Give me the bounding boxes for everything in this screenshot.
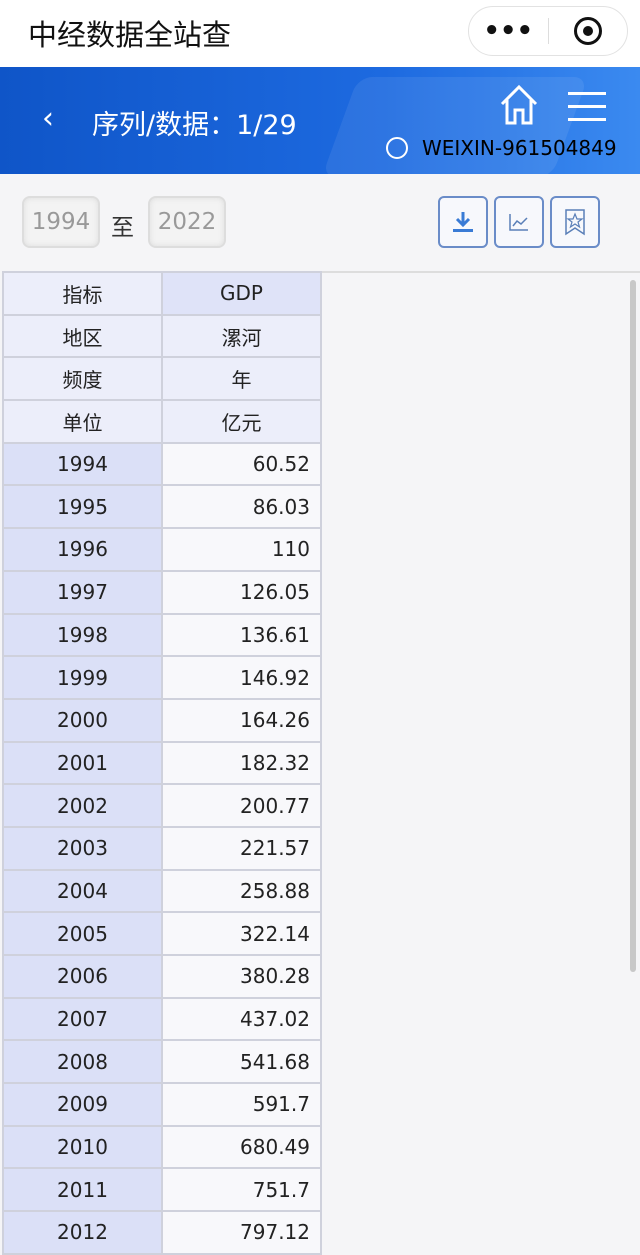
app-title: 中经数据全站查 bbox=[28, 18, 232, 52]
value-cell: 110 bbox=[163, 529, 320, 570]
scrollbar[interactable] bbox=[630, 280, 636, 972]
value-cell: 200.77 bbox=[163, 785, 320, 826]
meta-row: 频度年 bbox=[4, 358, 320, 400]
table-row: 2005 322.14 bbox=[4, 913, 320, 954]
header-banner: ‹ 序列/数据：1/29 bbox=[0, 67, 640, 174]
hamburger-menu-icon[interactable] bbox=[568, 92, 606, 131]
more-dots-icon[interactable]: ••• bbox=[483, 16, 534, 46]
year-cell: 2003 bbox=[4, 827, 161, 869]
year-cell: 2007 bbox=[4, 998, 161, 1040]
year-cell: 1997 bbox=[4, 571, 161, 613]
meta-label: 指标 bbox=[4, 273, 161, 314]
table-row: 2001 182.32 bbox=[4, 742, 320, 784]
year-cell: 2001 bbox=[4, 742, 161, 784]
meta-value: 年 bbox=[163, 358, 320, 400]
year-cell: 2009 bbox=[4, 1084, 161, 1125]
chart-area-empty bbox=[322, 271, 640, 1249]
table-row: 2004 258.88 bbox=[4, 870, 320, 912]
year-cell: 1998 bbox=[4, 614, 161, 656]
start-year-input[interactable]: 1994 bbox=[22, 196, 100, 248]
table-row: 2000 164.26 bbox=[4, 699, 320, 741]
value-cell: 136.61 bbox=[163, 614, 320, 656]
download-button[interactable] bbox=[438, 196, 488, 248]
meta-value: GDP bbox=[163, 273, 320, 314]
year-cell: 2012 bbox=[4, 1212, 161, 1253]
value-cell: 437.02 bbox=[163, 998, 320, 1040]
table-row: 1997 126.05 bbox=[4, 571, 320, 613]
range-separator: 至 bbox=[111, 215, 134, 241]
table-row: 1996 110 bbox=[4, 529, 320, 570]
capsule-menu: ••• bbox=[468, 6, 628, 56]
table-row: 1994 60.52 bbox=[4, 443, 320, 485]
target-icon[interactable] bbox=[549, 17, 628, 45]
value-cell: 380.28 bbox=[163, 956, 320, 997]
user-id: WEIXIN-961504849 bbox=[422, 136, 617, 160]
value-cell: 60.52 bbox=[163, 443, 320, 485]
value-cell: 751.7 bbox=[163, 1169, 320, 1211]
table-row: 2002 200.77 bbox=[4, 785, 320, 826]
page-title: 序列/数据：1/29 bbox=[92, 110, 297, 141]
year-cell: 2002 bbox=[4, 785, 161, 826]
table-row: 1995 86.03 bbox=[4, 486, 320, 528]
table-row: 2006 380.28 bbox=[4, 956, 320, 997]
meta-row: 地区 漯河 bbox=[4, 315, 320, 357]
table-row: 1999 146.92 bbox=[4, 657, 320, 698]
table-row: 2008 541.68 bbox=[4, 1041, 320, 1083]
meta-value: 亿元 bbox=[163, 401, 320, 442]
table-row: 2012 797.12 bbox=[4, 1212, 320, 1253]
value-cell: 591.7 bbox=[163, 1084, 320, 1125]
home-icon[interactable] bbox=[499, 84, 539, 126]
table-row: 2009 591.7 bbox=[4, 1084, 320, 1125]
year-cell: 2011 bbox=[4, 1169, 161, 1211]
table-row: 2003 221.57 bbox=[4, 827, 320, 869]
year-cell: 2006 bbox=[4, 956, 161, 997]
year-cell: 1995 bbox=[4, 486, 161, 528]
chart-button[interactable] bbox=[494, 196, 544, 248]
year-cell: 2004 bbox=[4, 870, 161, 912]
meta-row: 单位 亿元 bbox=[4, 401, 320, 442]
bookmark-star-icon bbox=[565, 209, 585, 236]
value-cell: 182.32 bbox=[163, 742, 320, 784]
value-cell: 797.12 bbox=[163, 1212, 320, 1253]
meta-label: 频度 bbox=[4, 358, 161, 400]
year-cell: 2008 bbox=[4, 1041, 161, 1083]
value-cell: 541.68 bbox=[163, 1041, 320, 1083]
table-row: 2010 680.49 bbox=[4, 1126, 320, 1168]
user-icon bbox=[386, 137, 408, 159]
download-icon bbox=[453, 212, 473, 232]
value-cell: 86.03 bbox=[163, 486, 320, 528]
favorite-button[interactable] bbox=[550, 196, 600, 248]
year-cell: 2000 bbox=[4, 699, 161, 741]
value-cell: 680.49 bbox=[163, 1126, 320, 1168]
table-row: 1998 136.61 bbox=[4, 614, 320, 656]
year-cell: 1999 bbox=[4, 657, 161, 698]
chevron-left-icon[interactable]: ‹ bbox=[42, 101, 54, 136]
year-cell: 2010 bbox=[4, 1126, 161, 1168]
data-table: 指标 GDP 地区 漯河 频度年单位 亿元 1994 60.52 1995 86.03 1996 11… bbox=[2, 271, 322, 1255]
meta-label: 单位 bbox=[4, 401, 161, 442]
user-info: WEIXIN-961504849 bbox=[386, 136, 617, 160]
mini-program-titlebar: 中经数据全站查 ••• bbox=[0, 0, 640, 67]
table-row: 2007 437.02 bbox=[4, 998, 320, 1040]
value-cell: 322.14 bbox=[163, 913, 320, 954]
meta-value: 漯河 bbox=[163, 315, 320, 357]
filter-bar: 1994 至 2022 bbox=[0, 174, 640, 270]
meta-row: 指标 GDP bbox=[4, 273, 320, 314]
value-cell: 164.26 bbox=[163, 699, 320, 741]
divider bbox=[547, 18, 549, 44]
table-row: 2011 751.7 bbox=[4, 1169, 320, 1211]
value-cell: 221.57 bbox=[163, 827, 320, 869]
line-chart-icon bbox=[509, 214, 528, 231]
value-cell: 258.88 bbox=[163, 870, 320, 912]
value-cell: 126.05 bbox=[163, 571, 320, 613]
value-cell: 146.92 bbox=[163, 657, 320, 698]
year-cell: 2005 bbox=[4, 913, 161, 954]
year-cell: 1996 bbox=[4, 529, 161, 570]
year-cell: 1994 bbox=[4, 443, 161, 485]
meta-label: 地区 bbox=[4, 315, 161, 357]
end-year-input[interactable]: 2022 bbox=[148, 196, 226, 248]
